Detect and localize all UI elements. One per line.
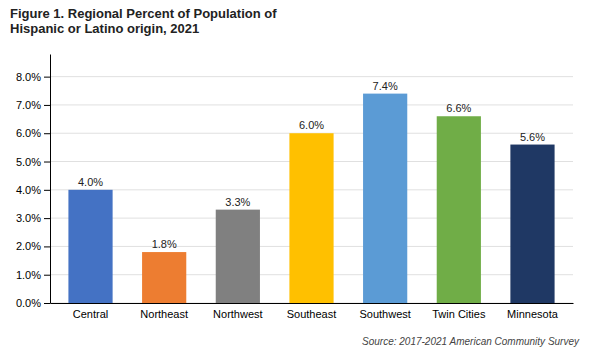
y-tick: 5.0%	[16, 156, 50, 168]
y-tick: 4.0%	[16, 184, 50, 196]
data-label: 6.0%	[299, 119, 324, 131]
grid	[50, 77, 573, 303]
bar	[437, 116, 481, 303]
x-tick-label: Minnesota	[507, 308, 559, 320]
y-tick: 2.0%	[16, 240, 50, 252]
y-tick-mark	[44, 303, 50, 304]
grid-line	[50, 76, 573, 77]
x-tick-label: Southwest	[359, 308, 410, 320]
y-tick-mark	[44, 162, 50, 163]
x-tick-label: Central	[73, 308, 108, 320]
title-line: Hispanic or Latino origin, 2021	[10, 21, 199, 36]
y-tick: 7.0%	[16, 99, 50, 111]
x-tick-label: Northeast	[140, 308, 188, 320]
y-tick-label: 4.0%	[16, 184, 41, 196]
chart-svg: Figure 1. Regional Percent of Population…	[0, 0, 589, 353]
data-labels: 4.0% 1.8% 3.3% 6.0% 7.4% 6.6% 5.6%	[78, 80, 545, 250]
y-tick: 1.0%	[16, 269, 50, 281]
data-label: 7.4%	[373, 80, 398, 92]
y-tick-mark	[44, 77, 50, 78]
y-tick-label: 8.0%	[16, 71, 41, 83]
y-tick-mark	[44, 190, 50, 191]
y-tick-label: 6.0%	[16, 127, 41, 139]
y-axis: 0.0% 1.0% 2.0% 3.0% 4.0% 5.0% 6.0% 7.0% 8.0%	[16, 55, 51, 310]
x-tick: Southeast	[287, 308, 337, 320]
data-label: 5.6%	[520, 131, 545, 143]
x-tick: Twin Cities	[432, 308, 486, 320]
y-tick: 6.0%	[16, 127, 50, 139]
y-tick-label: 1.0%	[16, 269, 41, 281]
bar	[289, 133, 333, 303]
y-tick-mark	[44, 246, 50, 247]
bar	[216, 210, 260, 303]
data-label: 6.6%	[446, 102, 471, 114]
y-tick-mark	[44, 105, 50, 106]
bar	[363, 94, 407, 303]
x-tick-label: Twin Cities	[432, 308, 486, 320]
data-label: 1.8%	[152, 238, 177, 250]
y-tick-label: 3.0%	[16, 212, 41, 224]
bars	[68, 94, 554, 303]
x-tick-label: Northwest	[213, 308, 263, 320]
grid-line	[50, 104, 573, 105]
chart-title: Figure 1. Regional Percent of Population…	[10, 6, 277, 36]
y-tick-mark	[44, 218, 50, 219]
y-tick-mark	[44, 275, 50, 276]
data-label: 4.0%	[78, 176, 103, 188]
title-line: Figure 1. Regional Percent of Population…	[10, 6, 277, 21]
bar	[510, 145, 554, 303]
plot-area: 0.0% 1.0% 2.0% 3.0% 4.0% 5.0% 6.0% 7.0% 8.0% Cent…	[16, 55, 574, 320]
data-label: 3.3%	[225, 196, 250, 208]
x-axis: Central Northeast Northwest Southeast Southw…	[51, 304, 574, 320]
bar	[68, 190, 112, 303]
y-tick: 3.0%	[16, 212, 50, 224]
x-tick: Northwest	[213, 308, 263, 320]
y-tick-label: 5.0%	[16, 156, 41, 168]
y-tick: 8.0%	[16, 71, 50, 83]
y-tick-label: 7.0%	[16, 99, 41, 111]
y-axis-line	[50, 55, 51, 304]
y-tick-label: 2.0%	[16, 240, 41, 252]
source-note: Source: 2017-2021 American Community Sur…	[362, 336, 580, 347]
x-tick: Northeast	[140, 308, 188, 320]
x-tick: Southwest	[359, 308, 410, 320]
bar	[142, 252, 186, 303]
x-tick: Minnesota	[507, 308, 559, 320]
y-tick-label: 0.0%	[16, 297, 41, 309]
y-tick-mark	[44, 133, 50, 134]
x-tick: Central	[73, 308, 108, 320]
y-tick: 0.0%	[16, 297, 50, 309]
x-axis-line	[51, 303, 574, 304]
x-tick-label: Southeast	[287, 308, 337, 320]
